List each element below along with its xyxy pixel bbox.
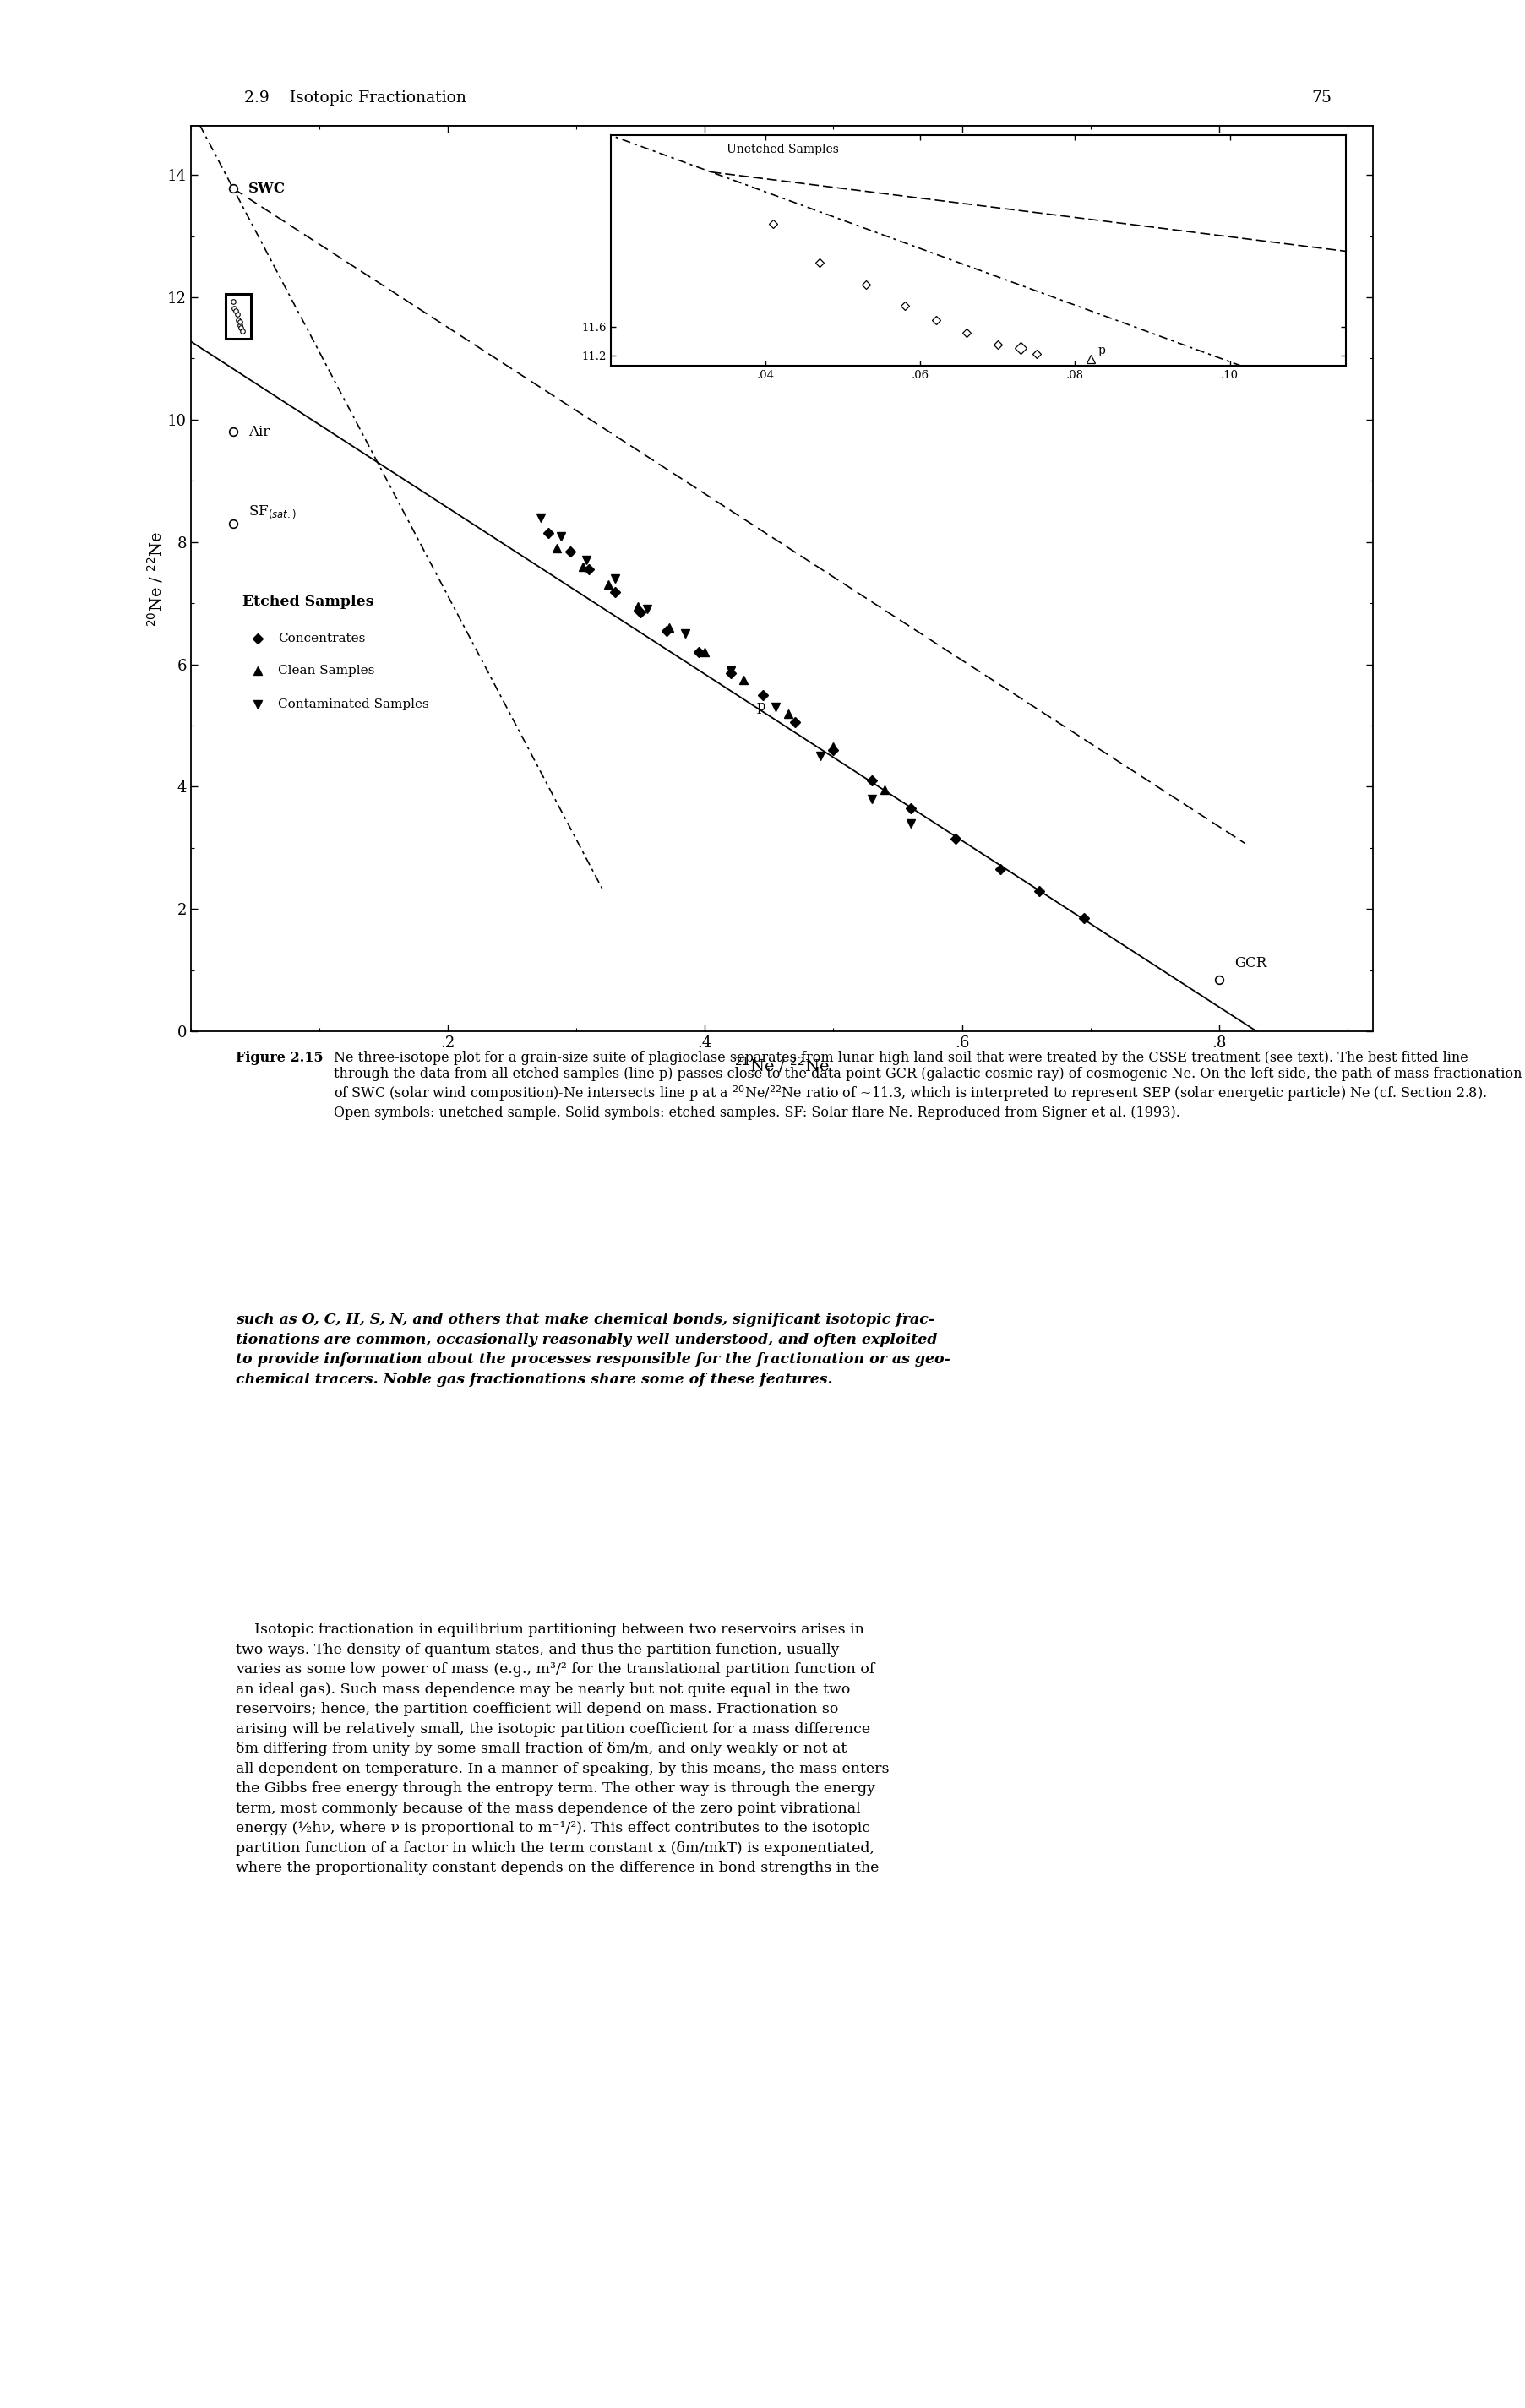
Text: Figure 2.15: Figure 2.15 (235, 1050, 332, 1064)
Text: p: p (756, 698, 766, 713)
Text: Etched Samples: Etched Samples (242, 595, 374, 609)
Text: Contaminated Samples: Contaminated Samples (278, 698, 429, 710)
Bar (226, 294, 252, 337)
Text: Isotopic fractionation in equilibrium partitioning between two reservoirs arises: Isotopic fractionation in equilibrium pa… (235, 1623, 889, 1876)
Text: SF$_{(sat.)}$: SF$_{(sat.)}$ (249, 503, 296, 520)
Text: Concentrates: Concentrates (278, 633, 366, 645)
Text: Ne three-isotope plot for a grain-size suite of plagioclase separates from lunar: Ne three-isotope plot for a grain-size s… (334, 1050, 1522, 1120)
Text: 75: 75 (1312, 92, 1331, 106)
Text: such as O, C, H, S, N, and others that make chemical bonds, significant isotopic: such as O, C, H, S, N, and others that m… (235, 1312, 950, 1387)
Text: Air: Air (249, 424, 270, 438)
Text: 2.9    Isotopic Fractionation: 2.9 Isotopic Fractionation (244, 92, 465, 106)
Text: SWC: SWC (249, 181, 285, 195)
Text: Clean Samples: Clean Samples (278, 665, 375, 677)
Y-axis label: $^{20}$Ne / $^{22}$Ne: $^{20}$Ne / $^{22}$Ne (145, 530, 165, 626)
X-axis label: $^{21}$Ne / $^{22}$Ne: $^{21}$Ne / $^{22}$Ne (734, 1055, 830, 1074)
Text: GCR: GCR (1234, 956, 1266, 970)
